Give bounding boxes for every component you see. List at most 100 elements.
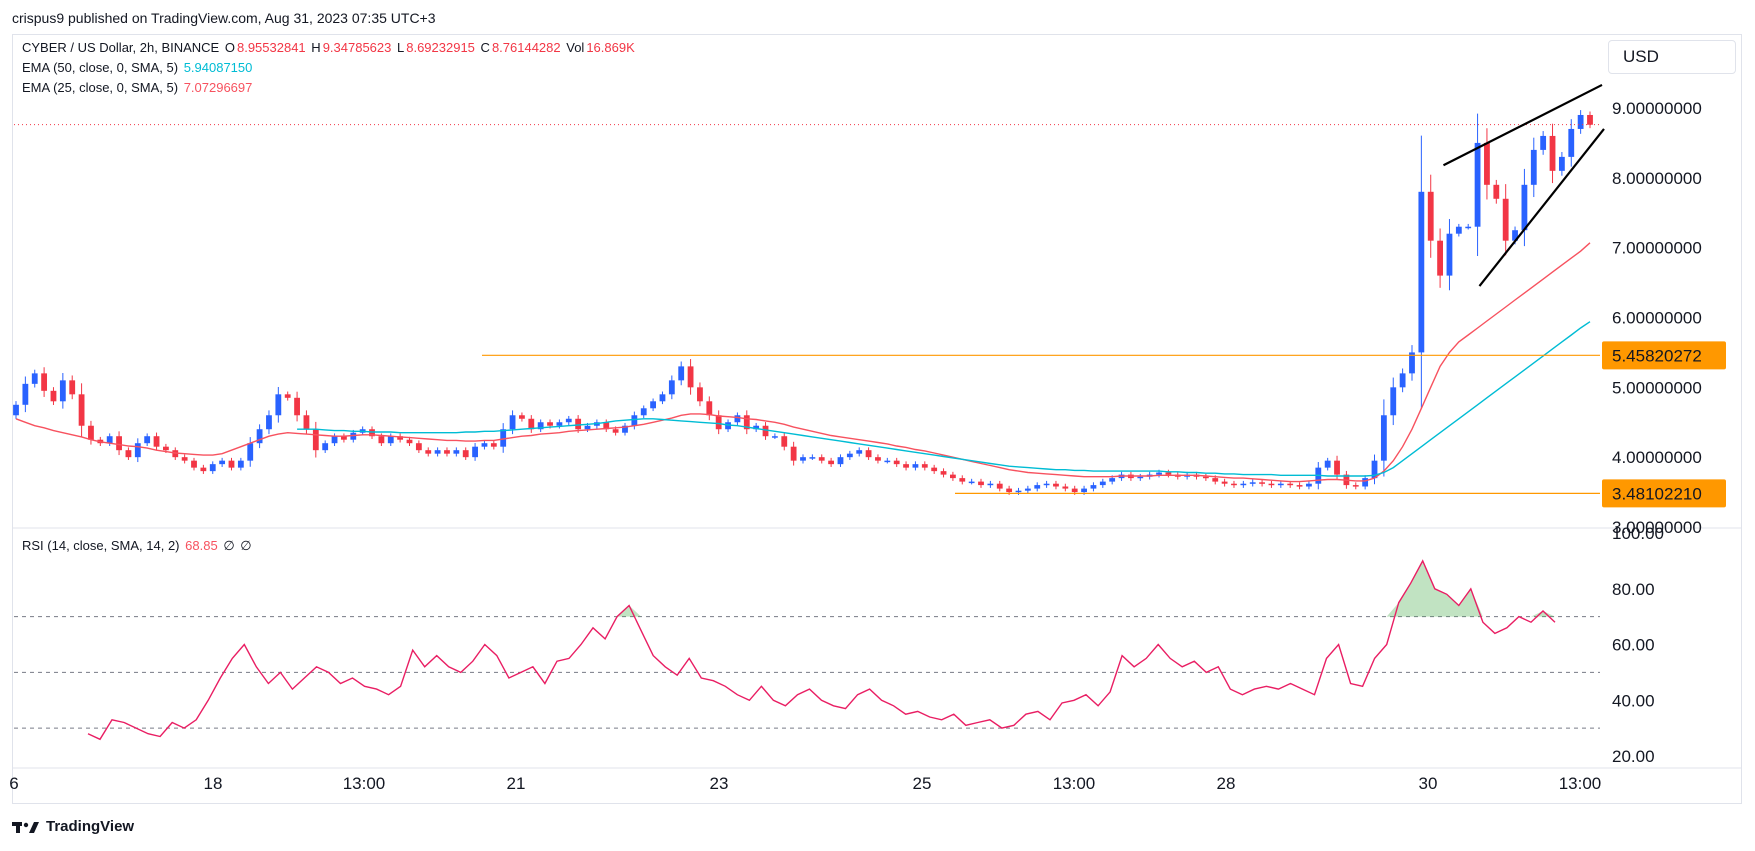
candle-body xyxy=(771,436,778,438)
candle-body xyxy=(640,408,647,416)
candle-body xyxy=(331,436,338,444)
candle-body xyxy=(921,464,928,468)
candle-body xyxy=(903,464,909,468)
candle-body xyxy=(322,443,329,451)
candle-body xyxy=(1043,483,1050,486)
candle-body xyxy=(1053,483,1059,487)
candle-body xyxy=(875,457,881,461)
ema25-value: 7.07296697 xyxy=(183,80,253,95)
candle-body xyxy=(69,380,76,395)
price-tick-label: 4.00000000 xyxy=(1612,448,1702,467)
candle-body xyxy=(584,425,591,430)
level-badge-label: 5.45820272 xyxy=(1612,346,1702,365)
candle-body xyxy=(1212,478,1219,482)
candle-body xyxy=(106,436,113,444)
rsi-line xyxy=(87,559,1556,741)
candle-body xyxy=(912,464,919,468)
close-label: C xyxy=(480,40,490,55)
candle-body xyxy=(59,380,66,402)
volume-value: 16.869K xyxy=(586,40,635,55)
candle-body xyxy=(387,436,394,444)
candle-body xyxy=(940,471,947,475)
candle-body xyxy=(762,425,769,437)
candle-body xyxy=(659,394,666,402)
candle-body xyxy=(200,467,207,472)
candle-body xyxy=(1474,142,1481,227)
candle-body xyxy=(743,415,750,430)
currency-button[interactable]: USD xyxy=(1608,40,1736,74)
candle-body xyxy=(228,460,235,468)
candle-body xyxy=(931,467,938,472)
candle-body xyxy=(1334,460,1340,475)
rsi-tick-label: 80.00 xyxy=(1612,580,1655,599)
time-tick-label: 18 xyxy=(204,774,223,793)
ema50-value: 5.94087150 xyxy=(183,60,253,75)
candle-body xyxy=(1024,488,1031,491)
candle-body xyxy=(1034,485,1041,489)
candle-body xyxy=(1240,483,1247,486)
open-label: O xyxy=(224,40,235,55)
candle-body xyxy=(1137,476,1144,479)
candle-body xyxy=(603,422,610,430)
candle-body xyxy=(1530,149,1537,185)
candle-body xyxy=(687,366,694,388)
candle-body xyxy=(1549,135,1556,171)
candle-body xyxy=(425,450,432,454)
candle-body xyxy=(1484,142,1490,185)
ema25-label: EMA (25, close, 0, SMA, 5) xyxy=(22,80,179,95)
candle-body xyxy=(837,457,844,465)
candle-body xyxy=(1202,476,1209,479)
ema25-legend: EMA (25, close, 0, SMA, 5) 7.07296697 xyxy=(22,80,254,95)
candle-body xyxy=(631,415,638,426)
candle-body xyxy=(191,460,197,468)
candle-body xyxy=(996,483,1003,489)
ema50-line xyxy=(297,321,1591,477)
candle-body xyxy=(163,446,169,451)
candle-body xyxy=(856,450,863,454)
candle-body xyxy=(144,436,151,444)
level-badge-label: 3.48102210 xyxy=(1612,484,1702,503)
price-tick-label: 3.00000000 xyxy=(1612,518,1702,537)
candle-body xyxy=(1587,114,1593,125)
candle-body xyxy=(987,483,994,486)
candle-body xyxy=(125,450,132,458)
candle-body xyxy=(153,436,160,447)
candle-body xyxy=(378,436,385,444)
candle-body xyxy=(341,436,347,440)
candle-body xyxy=(809,457,816,459)
time-tick-label: 23 xyxy=(710,774,729,793)
candle-body xyxy=(800,457,806,461)
candle-body xyxy=(715,415,722,430)
candle-body xyxy=(1062,486,1069,489)
candle-body xyxy=(275,394,282,416)
level-badge xyxy=(1602,341,1726,370)
chart-frame xyxy=(12,34,1742,804)
candle-body xyxy=(1156,472,1162,475)
rsi-extra-2: ∅ xyxy=(240,538,252,553)
candle-body xyxy=(134,443,141,458)
candle-body xyxy=(1249,482,1256,484)
candle-body xyxy=(1371,460,1378,479)
candle-body xyxy=(1577,114,1584,129)
candle-body xyxy=(1324,460,1331,468)
candle-body xyxy=(650,401,656,409)
candle-body xyxy=(1165,472,1172,475)
candle-body xyxy=(1259,482,1265,484)
wedge-lower-line xyxy=(1478,128,1605,287)
candle-body xyxy=(1090,485,1097,489)
candle-body xyxy=(884,460,891,463)
candle-body xyxy=(781,436,788,447)
candle-body xyxy=(284,394,291,398)
rsi-tick-label: 100.00 xyxy=(1612,524,1664,543)
candle-body xyxy=(453,450,460,454)
candle-body xyxy=(1287,483,1294,486)
candle-body xyxy=(818,457,825,461)
candle-body xyxy=(1446,233,1453,276)
candle-body xyxy=(294,397,300,416)
candle-body xyxy=(725,422,731,430)
candle-body xyxy=(1071,488,1078,493)
rsi-tick-label: 20.00 xyxy=(1612,747,1655,766)
candle-body xyxy=(1465,226,1472,229)
candle-body xyxy=(1221,481,1228,484)
